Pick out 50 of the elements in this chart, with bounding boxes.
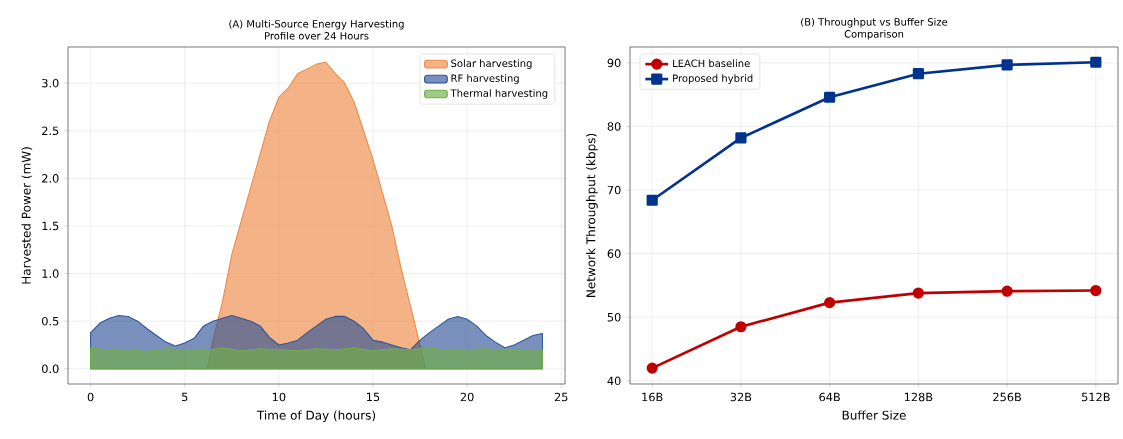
x-tick-label: 512B	[1082, 392, 1110, 402]
y-tick-label: 70	[607, 185, 621, 195]
y-tick-label: 40	[607, 376, 621, 386]
y-tick-label: 0.5	[42, 316, 59, 326]
x-tick-label: 15	[367, 392, 380, 402]
x-axis-title: Time of Day (hours)	[256, 410, 376, 423]
y-axis-title: Network Throughput (kbps)	[586, 133, 598, 297]
point	[646, 194, 658, 206]
point	[1090, 284, 1102, 297]
y-tick-label: 2.0	[42, 174, 59, 183]
x-tick-label: 20	[460, 392, 474, 402]
chart-subtitle: Profile over 24 Hours	[265, 31, 369, 40]
chart-subtitle: Comparison	[844, 29, 904, 40]
legend-label: Solar harvesting	[451, 59, 532, 69]
x-tick-label: 128B	[904, 392, 933, 402]
x-tick-label: 32B	[730, 392, 752, 402]
x-tick-label: 64B	[819, 392, 840, 402]
chart-title: (A) Multi-Source Energy Harvesting	[229, 19, 404, 30]
y-tick-label: 1.5	[42, 221, 59, 231]
legend-label: Proposed hybrid	[673, 74, 753, 84]
x-axis-title: Buffer Size	[842, 410, 906, 420]
point	[646, 362, 658, 374]
y-tick-label: 50	[607, 312, 621, 322]
y-tick-label: 0.0	[42, 364, 59, 374]
y-tick-label: 80	[607, 122, 621, 131]
point	[824, 91, 836, 103]
x-tick-label: 10	[272, 392, 286, 402]
point	[824, 297, 836, 309]
legend-label: LEACH baseline	[673, 59, 750, 68]
point	[1001, 285, 1013, 297]
chart-title: (B) Throughput vs Buffer Size	[801, 17, 948, 28]
point	[1001, 59, 1013, 71]
y-tick-label: 1.0	[42, 269, 59, 278]
y-tick-label: 2.5	[42, 126, 59, 136]
point	[1090, 56, 1102, 68]
point	[912, 68, 924, 80]
y-tick-label: 60	[607, 249, 621, 258]
point	[735, 321, 747, 333]
x-tick-label: 16B	[642, 392, 663, 402]
x-tick-label: 25	[554, 392, 568, 402]
x-tick-label: 5	[182, 392, 188, 402]
legend-label: RF harvesting	[451, 74, 519, 84]
point	[735, 132, 747, 144]
y-tick-label: 3.0	[42, 78, 59, 88]
y-axis-title: Harvested Power (mW)	[21, 147, 33, 284]
legend-label: Thermal harvesting	[450, 89, 548, 99]
x-tick-label: 0	[87, 392, 94, 402]
x-tick-label: 256B	[993, 392, 1021, 402]
y-tick-label: 90	[607, 58, 621, 68]
point	[912, 287, 924, 299]
